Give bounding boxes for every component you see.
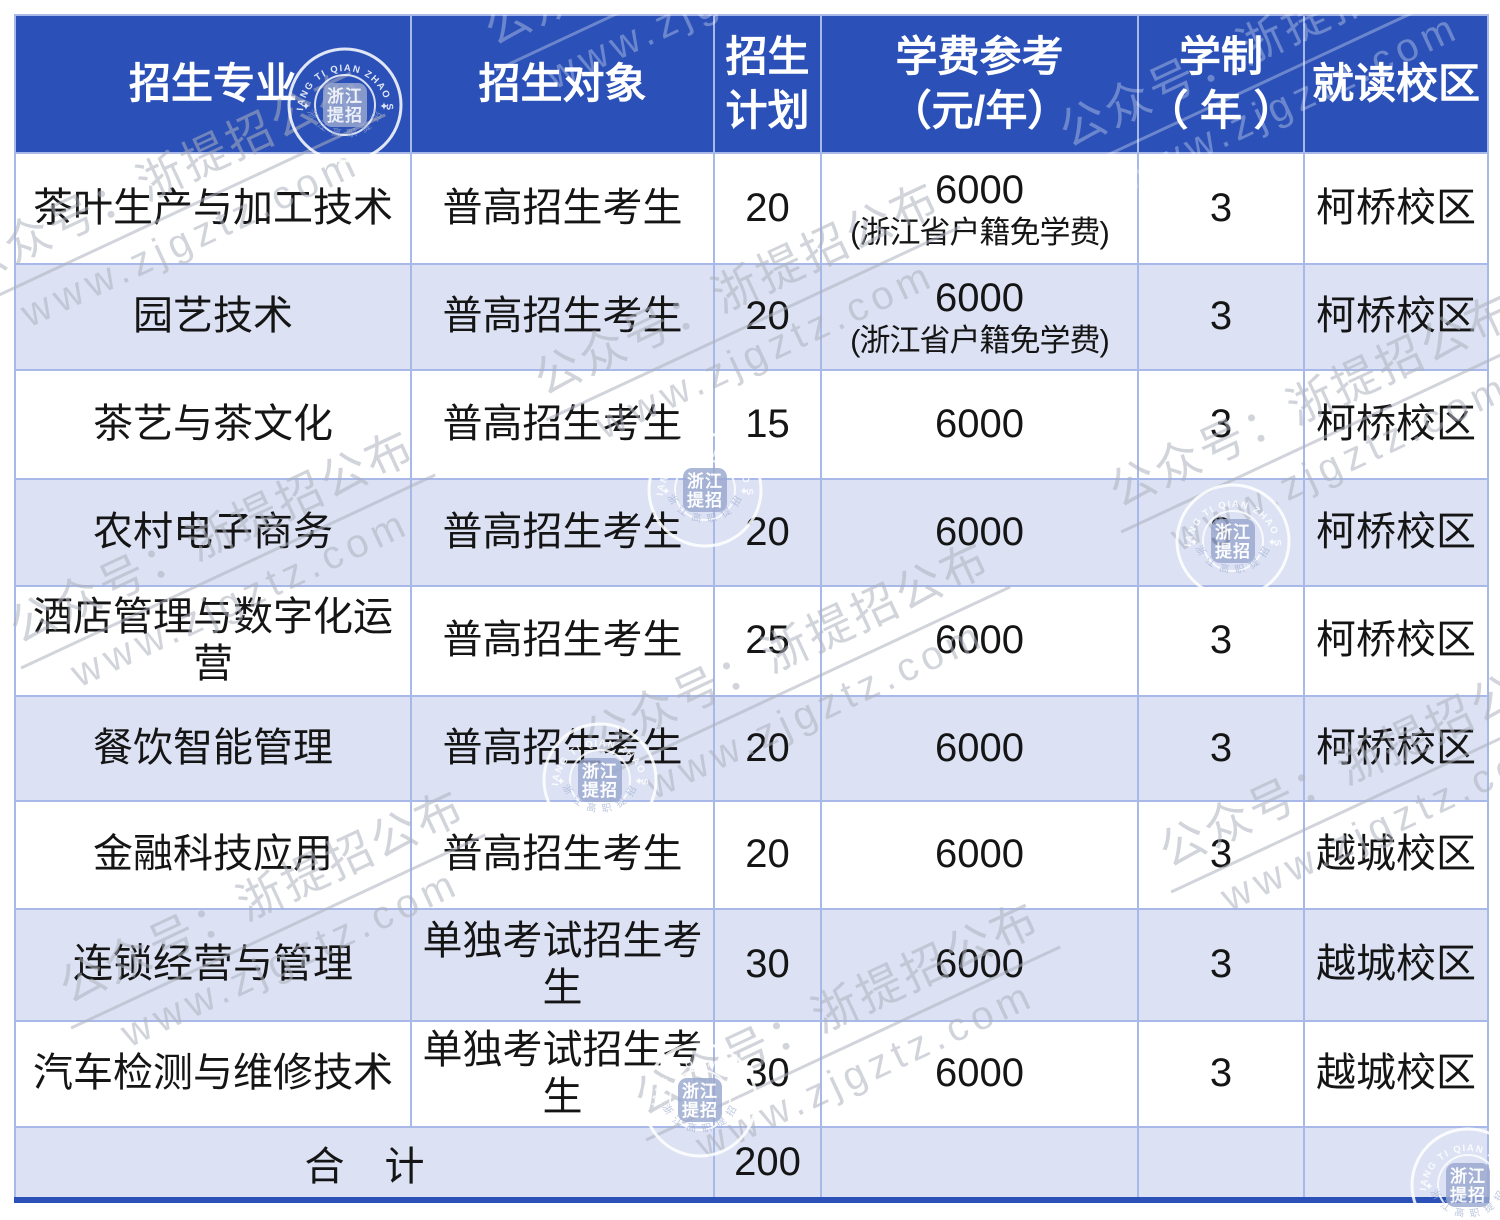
cell-plan: 20	[713, 800, 822, 910]
total-empty-tuition	[820, 1126, 1139, 1203]
header-plan: 招生 计划	[713, 14, 822, 154]
cell-major: 金融科技应用	[14, 800, 412, 910]
header-major: 招生专业	[14, 14, 412, 154]
header-duration-line2: （ 年 ）	[1146, 87, 1296, 134]
total-empty-campus	[1303, 1126, 1489, 1203]
cell-tuition: 6000 (浙江省户籍免学费)	[820, 263, 1139, 371]
total-label-cell: 合 计	[14, 1126, 715, 1203]
table-row: 茶叶生产与加工技术 普高招生考生 20 6000 (浙江省户籍免学费) 3 柯桥校区	[14, 152, 1489, 265]
cell-tuition: 6000	[820, 1020, 1139, 1128]
cell-major: 园艺技术	[14, 263, 412, 371]
cell-plan: 20	[713, 263, 822, 371]
cell-campus: 越城校区	[1303, 1020, 1489, 1128]
cell-duration: 3	[1137, 585, 1305, 697]
table-header-row: 招生专业 招生对象 招生 计划 学费参考 （元/年） 学制 （ 年 ） 就读校区	[14, 14, 1489, 154]
table-row: 园艺技术 普高招生考生 20 6000 (浙江省户籍免学费) 3 柯桥校区	[14, 263, 1489, 371]
table-body: 茶叶生产与加工技术 普高招生考生 20 6000 (浙江省户籍免学费) 3 柯桥校区 园艺技术…	[14, 152, 1489, 1128]
header-target: 招生对象	[410, 14, 715, 154]
cell-plan: 20	[713, 695, 822, 802]
header-tuition-line1: 学费参考	[895, 33, 1064, 81]
cell-tuition: 6000	[820, 585, 1139, 697]
tuition-note: (浙江省户籍免学费)	[850, 323, 1110, 359]
cell-target: 普高招生考生	[410, 263, 715, 371]
table-row: 茶艺与茶文化 普高招生考生 15 6000 3 柯桥校区	[14, 369, 1489, 480]
header-duration: 学制 （ 年 ）	[1137, 14, 1305, 154]
table-row: 连锁经营与管理 单独考试招生考生 30 6000 3 越城校区	[14, 908, 1489, 1022]
cell-duration: 3	[1137, 263, 1305, 371]
cell-tuition: 6000	[820, 908, 1139, 1022]
cell-tuition: 6000	[820, 695, 1139, 802]
cell-tuition: 6000 (浙江省户籍免学费)	[820, 152, 1139, 265]
header-tuition: 学费参考 （元/年）	[820, 14, 1139, 154]
cell-campus: 柯桥校区	[1303, 695, 1489, 802]
cell-major: 酒店管理与数字化运营	[14, 585, 412, 697]
cell-duration: 3	[1137, 695, 1305, 802]
cell-major: 茶叶生产与加工技术	[14, 152, 412, 265]
cell-major: 茶艺与茶文化	[14, 369, 412, 480]
cell-campus: 柯桥校区	[1303, 585, 1489, 697]
tuition-note: (浙江省户籍免学费)	[850, 214, 1110, 250]
cell-plan: 30	[713, 1020, 822, 1128]
cell-target: 普高招生考生	[410, 585, 715, 697]
header-tuition-line2: （元/年）	[889, 87, 1070, 134]
cell-duration: 3	[1137, 800, 1305, 910]
total-row: 合 计 200	[14, 1126, 1489, 1203]
cell-campus: 越城校区	[1303, 908, 1489, 1022]
cell-major: 汽车检测与维修技术	[14, 1020, 412, 1128]
cell-target: 普高招生考生	[410, 695, 715, 802]
cell-tuition: 6000	[820, 369, 1139, 480]
cell-plan: 15	[713, 369, 822, 480]
cell-target: 普高招生考生	[410, 800, 715, 910]
header-plan-line2: 计划	[725, 87, 810, 134]
cell-target: 普高招生考生	[410, 152, 715, 265]
cell-campus: 柯桥校区	[1303, 263, 1489, 371]
cell-major: 农村电子商务	[14, 478, 412, 587]
cell-plan: 25	[713, 585, 822, 697]
table-row: 农村电子商务 普高招生考生 20 6000 3 柯桥校区	[14, 478, 1489, 587]
total-plan-cell: 200	[713, 1126, 822, 1203]
table-row: 酒店管理与数字化运营 普高招生考生 25 6000 3 柯桥校区	[14, 585, 1489, 697]
cell-target: 普高招生考生	[410, 478, 715, 587]
header-plan-line1: 招生	[725, 33, 810, 81]
cell-duration: 3	[1137, 152, 1305, 265]
cell-campus: 越城校区	[1303, 800, 1489, 910]
admission-table: 招生专业 招生对象 招生 计划 学费参考 （元/年） 学制 （ 年 ） 就读校区…	[14, 14, 1489, 1203]
cell-duration: 3	[1137, 369, 1305, 480]
table-row: 金融科技应用 普高招生考生 20 6000 3 越城校区	[14, 800, 1489, 910]
cell-campus: 柯桥校区	[1303, 369, 1489, 480]
table-row: 餐饮智能管理 普高招生考生 20 6000 3 柯桥校区	[14, 695, 1489, 802]
total-empty-duration	[1137, 1126, 1305, 1203]
cell-tuition: 6000	[820, 478, 1139, 587]
cell-major: 餐饮智能管理	[14, 695, 412, 802]
cell-duration: 3	[1137, 1020, 1305, 1128]
cell-major: 连锁经营与管理	[14, 908, 412, 1022]
header-campus: 就读校区	[1303, 14, 1489, 154]
cell-target: 单独考试招生考生	[410, 908, 715, 1022]
cell-duration: 3	[1137, 908, 1305, 1022]
cell-campus: 柯桥校区	[1303, 152, 1489, 265]
table-row: 汽车检测与维修技术 单独考试招生考生 30 6000 3 越城校区	[14, 1020, 1489, 1128]
cell-tuition: 6000	[820, 800, 1139, 910]
cell-plan: 20	[713, 478, 822, 587]
cell-target: 单独考试招生考生	[410, 1020, 715, 1128]
cell-duration: 3	[1137, 478, 1305, 587]
cell-plan: 30	[713, 908, 822, 1022]
cell-plan: 20	[713, 152, 822, 265]
cell-target: 普高招生考生	[410, 369, 715, 480]
header-duration-line1: 学制	[1178, 33, 1263, 81]
cell-campus: 柯桥校区	[1303, 478, 1489, 587]
